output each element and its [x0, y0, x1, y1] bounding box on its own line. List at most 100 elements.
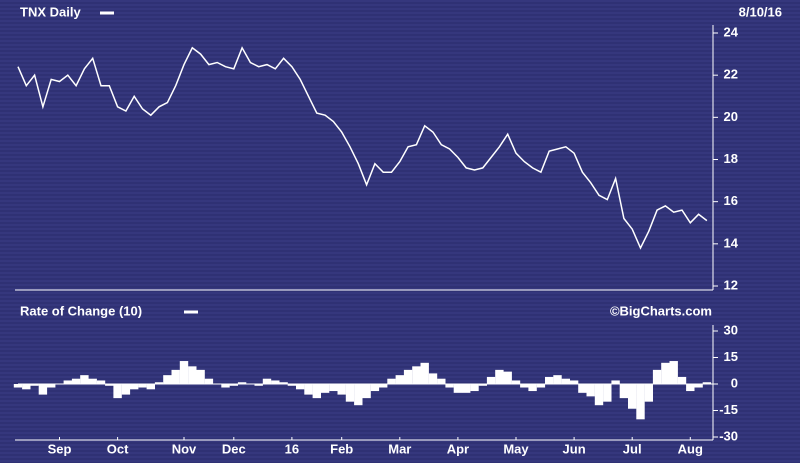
x-tick-label: Nov: [172, 441, 197, 456]
roc-bar: [412, 366, 421, 384]
roc-bar: [486, 376, 496, 384]
x-tick-label: Oct: [107, 441, 129, 456]
roc-bar: [196, 369, 205, 384]
roc-bar: [354, 384, 363, 406]
roc-bar: [22, 384, 31, 390]
price-line: [17, 46, 708, 250]
roc-bar: [611, 380, 620, 384]
roc-bar: [553, 375, 562, 384]
roc-bar: [536, 384, 546, 388]
roc-bar: [63, 380, 72, 384]
x-tick-label: 16: [285, 441, 299, 456]
roc-bar: [279, 382, 288, 384]
roc-bar: [594, 384, 604, 406]
roc-bar: [628, 384, 637, 409]
roc-bar: [462, 384, 471, 393]
roc-bar: [652, 369, 662, 384]
roc-bar: [511, 380, 521, 384]
y-tick-label: 18: [724, 151, 738, 166]
x-tick-label: Sep: [48, 441, 72, 456]
roc-bar: [395, 375, 404, 384]
y-tick-label: 0: [731, 375, 738, 390]
roc-bar: [636, 384, 645, 420]
y-tick-label: 14: [724, 235, 739, 250]
roc-bar: [80, 375, 89, 384]
roc-bar: [337, 384, 346, 395]
roc-bar: [138, 384, 147, 388]
y-tick-label: 30: [724, 322, 738, 337]
x-tick-label: Mar: [388, 441, 411, 456]
date-label: 8/10/16: [739, 4, 782, 19]
roc-bar: [47, 384, 56, 388]
source-label: ©BigCharts.com: [610, 303, 712, 318]
roc-bar: [694, 384, 703, 388]
roc-bar: [312, 384, 321, 399]
roc-bar: [445, 384, 454, 388]
y-tick-label: 12: [724, 277, 738, 292]
roc-bar: [644, 384, 653, 402]
x-tick-label: Aug: [678, 441, 703, 456]
roc-bar: [362, 384, 371, 399]
roc-bar: [528, 384, 537, 392]
roc-bar: [661, 362, 670, 384]
roc-bar: [105, 384, 114, 386]
roc-bar: [96, 380, 106, 384]
roc-bar: [520, 384, 529, 388]
roc-bar: [420, 362, 429, 384]
roc-bar: [329, 384, 338, 392]
roc-bar: [387, 378, 396, 384]
x-tick-label: May: [503, 441, 529, 456]
roc-bar: [171, 369, 180, 384]
roc-bar: [237, 382, 247, 384]
roc-bar: [146, 384, 155, 390]
y-tick-label: -15: [719, 402, 738, 417]
roc-bar: [379, 384, 388, 388]
roc-bar: [586, 384, 595, 397]
roc-bar: [478, 384, 487, 386]
y-tick-label: -30: [719, 428, 738, 443]
roc-bar: [13, 384, 23, 388]
roc-bar: [30, 384, 39, 386]
roc-bar: [561, 378, 570, 384]
roc-bar: [503, 371, 512, 384]
chart-title: TNX Daily: [20, 4, 81, 19]
roc-bar: [262, 378, 272, 384]
roc-bar: [677, 376, 687, 384]
y-tick-label: 24: [724, 24, 739, 39]
roc-bar: [154, 382, 164, 384]
roc-bar: [545, 376, 554, 384]
roc-bar: [304, 384, 313, 395]
x-tick-label: Jun: [563, 441, 586, 456]
roc-bar: [569, 380, 579, 384]
roc-bar: [121, 384, 131, 395]
roc-bar: [296, 384, 305, 390]
y-tick-label: 22: [724, 67, 738, 82]
roc-bar: [603, 384, 612, 402]
x-tick-label: Jul: [623, 441, 642, 456]
roc-bar: [287, 384, 297, 386]
roc-bar: [370, 384, 380, 392]
roc-bar: [71, 378, 81, 384]
x-tick-label: Apr: [447, 441, 469, 456]
roc-bar: [179, 361, 189, 384]
roc-bar: [271, 380, 280, 384]
roc-bar: [204, 378, 214, 384]
roc-bar: [113, 384, 122, 399]
roc-bar: [702, 382, 712, 384]
roc-bar: [188, 366, 197, 384]
roc-bar: [437, 378, 446, 384]
roc-bar: [428, 373, 438, 384]
panel-title: Rate of Change (10): [20, 303, 142, 318]
x-tick-label: Dec: [222, 441, 246, 456]
roc-bar: [495, 369, 504, 384]
roc-bar: [229, 384, 238, 386]
roc-bar: [163, 375, 172, 384]
y-tick-label: 20: [724, 109, 738, 124]
roc-bar: [470, 384, 479, 392]
roc-bar: [130, 384, 139, 390]
y-tick-label: 15: [724, 349, 738, 364]
roc-bar: [88, 378, 97, 384]
roc-bar: [221, 384, 230, 388]
roc-bar: [686, 384, 695, 392]
